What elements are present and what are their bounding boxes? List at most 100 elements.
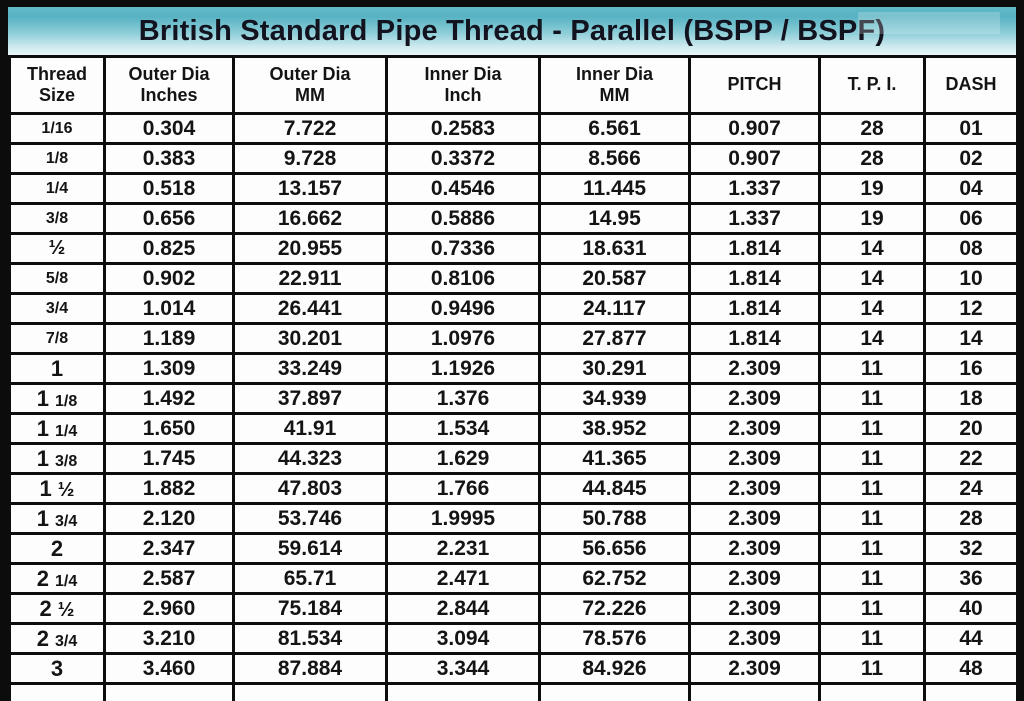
cell-outer-dia-inches: 2.960 — [103, 592, 235, 625]
cell-outer-dia-inches: 0.902 — [103, 262, 235, 295]
cell-outer-dia-inches — [103, 682, 235, 701]
thread-size-fraction: 7/8 — [45, 329, 69, 347]
table-row: 2 3/4 3.210 81.534 3.094 78.576 2.309 11… — [8, 622, 1019, 655]
table-row — [8, 682, 1019, 701]
cell-pitch: 0.907 — [688, 142, 821, 175]
cell-inner-dia-mm: 14.95 — [538, 202, 691, 235]
header-line: PITCH — [727, 74, 782, 95]
header-line: T. P. I. — [847, 74, 897, 95]
cell-outer-dia-mm: 30.201 — [232, 322, 388, 355]
cell-outer-dia-mm — [232, 682, 388, 701]
thread-size-whole: 1 — [50, 355, 64, 381]
cell-pitch: 2.309 — [688, 592, 821, 625]
cell-tpi: 11 — [818, 532, 926, 565]
cell-dash: 22 — [923, 442, 1019, 475]
thread-size-fraction: 3/4 — [55, 512, 78, 530]
cell-inner-dia-inch — [385, 682, 541, 701]
cell-outer-dia-inches: 1.309 — [103, 352, 235, 385]
cell-inner-dia-inch: 1.9995 — [385, 502, 541, 535]
cell-inner-dia-mm: 30.291 — [538, 352, 691, 385]
cell-tpi: 11 — [818, 592, 926, 625]
cell-inner-dia-mm: 38.952 — [538, 412, 691, 445]
table-row: 1 1/8 1.492 37.897 1.376 34.939 2.309 11… — [8, 382, 1019, 415]
cell-inner-dia-mm: 34.939 — [538, 382, 691, 415]
cell-tpi — [818, 682, 926, 701]
table-row: 3/4 1.014 26.441 0.9496 24.117 1.814 14 … — [8, 292, 1019, 325]
cell-tpi: 11 — [818, 622, 926, 655]
cell-inner-dia-mm: 24.117 — [538, 292, 691, 325]
cell-outer-dia-mm: 22.911 — [232, 262, 388, 295]
cell-thread-size: 1 — [8, 352, 106, 385]
thread-size-whole: 1 — [36, 415, 49, 441]
cell-pitch: 2.309 — [688, 652, 821, 685]
cell-outer-dia-inches: 1.650 — [103, 412, 235, 445]
cell-outer-dia-inches: 2.120 — [103, 502, 235, 535]
cell-dash: 24 — [923, 472, 1019, 505]
cell-tpi: 14 — [818, 322, 926, 355]
cell-outer-dia-mm: 59.614 — [232, 532, 388, 565]
cell-pitch: 2.309 — [688, 382, 821, 415]
cell-inner-dia-inch: 1.766 — [385, 472, 541, 505]
cell-dash: 20 — [923, 412, 1019, 445]
cell-pitch: 2.309 — [688, 622, 821, 655]
header-cell-tpi: T. P. I. — [818, 55, 926, 115]
cell-dash: 08 — [923, 232, 1019, 265]
cell-dash: 01 — [923, 112, 1019, 145]
cell-outer-dia-mm: 53.746 — [232, 502, 388, 535]
thread-size-fraction: 1/4 — [45, 179, 69, 197]
cell-pitch: 2.309 — [688, 502, 821, 535]
header-line: MM — [599, 85, 630, 105]
thread-size-fraction: 3/8 — [45, 209, 69, 227]
cell-thread-size: 2 1/4 — [8, 562, 106, 595]
thread-size-whole: 2 — [36, 565, 49, 591]
cell-tpi: 28 — [818, 112, 926, 145]
header-cell-inner-dia-inch: Inner Dia Inch — [385, 55, 541, 115]
cell-thread-size: 1 3/4 — [8, 502, 106, 535]
cell-inner-dia-inch: 2.844 — [385, 592, 541, 625]
table-row: 1 3/8 1.745 44.323 1.629 41.365 2.309 11… — [8, 442, 1019, 475]
cell-inner-dia-inch: 1.376 — [385, 382, 541, 415]
cell-thread-size — [8, 682, 106, 701]
title-highlight-artifact — [858, 12, 1000, 34]
cell-inner-dia-mm: 6.561 — [538, 112, 691, 145]
cell-tpi: 11 — [818, 562, 926, 595]
cell-pitch: 2.309 — [688, 412, 821, 445]
header-line: Inch — [444, 85, 482, 105]
cell-inner-dia-mm — [538, 682, 691, 701]
cell-inner-dia-inch: 2.231 — [385, 532, 541, 565]
cell-inner-dia-mm: 11.445 — [538, 172, 691, 205]
thread-size-fraction: ½ — [57, 598, 75, 621]
cell-pitch: 2.309 — [688, 442, 821, 475]
cell-inner-dia-mm: 56.656 — [538, 532, 691, 565]
cell-thread-size: 7/8 — [8, 322, 106, 355]
thread-size-whole: 2 — [39, 595, 52, 621]
thread-size-fraction: 1/8 — [45, 149, 69, 167]
cell-outer-dia-mm: 75.184 — [232, 592, 388, 625]
header-cell-dash: DASH — [923, 55, 1019, 115]
cell-outer-dia-inches: 2.587 — [103, 562, 235, 595]
header-line: DASH — [945, 74, 997, 95]
header-cell-pitch: PITCH — [688, 55, 821, 115]
cell-dash: 48 — [923, 652, 1019, 685]
cell-pitch: 1.814 — [688, 232, 821, 265]
cell-dash: 40 — [923, 592, 1019, 625]
cell-inner-dia-inch: 2.471 — [385, 562, 541, 595]
thread-size-fraction: ½ — [48, 237, 66, 259]
cell-thread-size: 2 ½ — [8, 592, 106, 625]
table-row: 2 2.347 59.614 2.231 56.656 2.309 11 32 — [8, 532, 1019, 565]
cell-outer-dia-mm: 7.722 — [232, 112, 388, 145]
cell-inner-dia-inch: 0.8106 — [385, 262, 541, 295]
cell-inner-dia-mm: 84.926 — [538, 652, 691, 685]
cell-inner-dia-inch: 0.9496 — [385, 292, 541, 325]
cell-tpi: 11 — [818, 382, 926, 415]
cell-thread-size: 1/4 — [8, 172, 106, 205]
cell-inner-dia-inch: 0.7336 — [385, 232, 541, 265]
cell-outer-dia-inches: 0.518 — [103, 172, 235, 205]
cell-inner-dia-mm: 18.631 — [538, 232, 691, 265]
cell-thread-size: 1 1/4 — [8, 412, 106, 445]
cell-outer-dia-mm: 47.803 — [232, 472, 388, 505]
cell-thread-size: 5/8 — [8, 262, 106, 295]
cell-inner-dia-inch: 1.629 — [385, 442, 541, 475]
table-row: 1 3/4 2.120 53.746 1.9995 50.788 2.309 1… — [8, 502, 1019, 535]
